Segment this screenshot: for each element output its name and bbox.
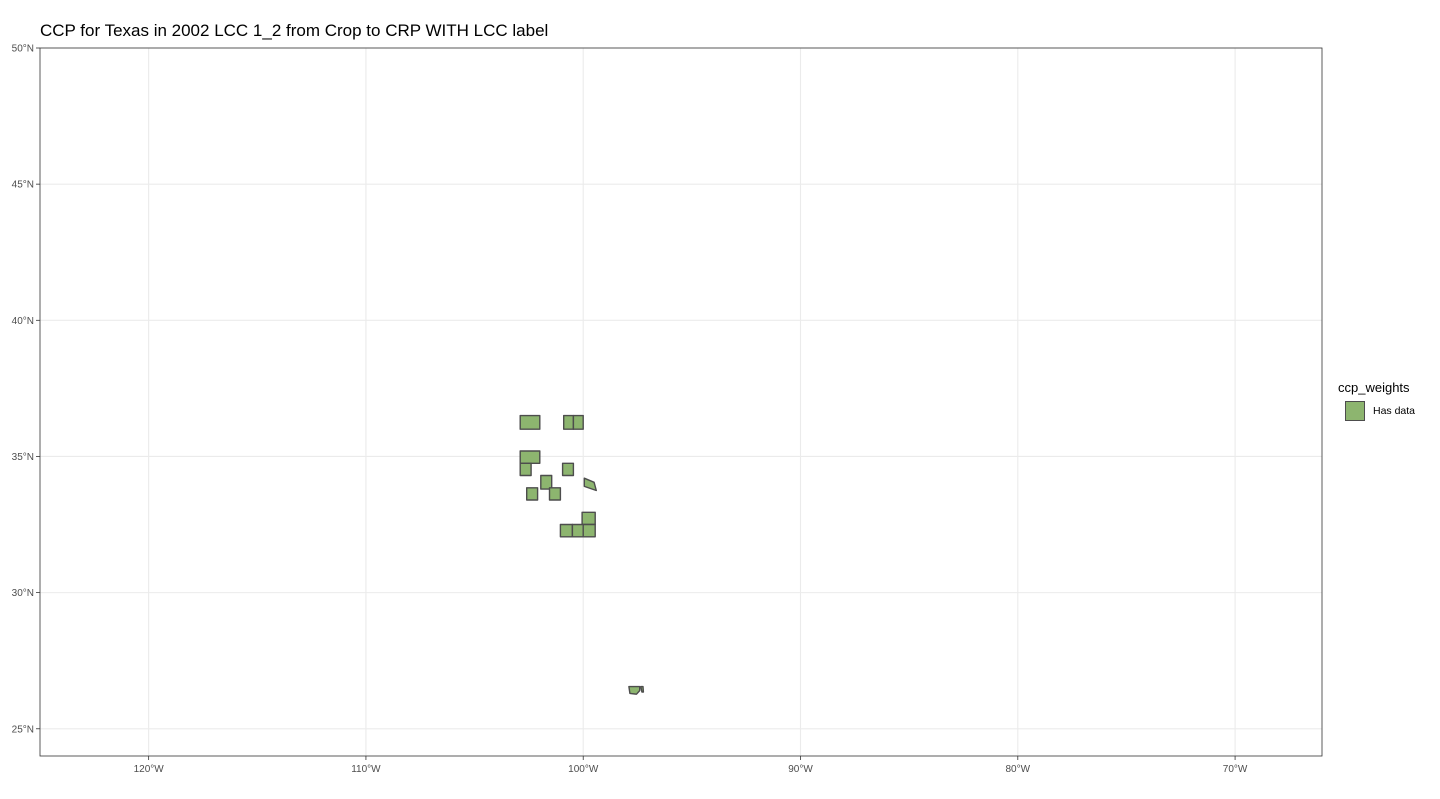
- county-polygon: [548, 487, 562, 501]
- y-tick-label: 25°N: [12, 724, 34, 735]
- county-polygon: [583, 477, 597, 492]
- county-polygon: [526, 487, 539, 501]
- grid-layer: [40, 47, 1322, 756]
- x-tick-label: 110°W: [351, 764, 381, 775]
- county-polygon: [540, 474, 553, 490]
- county-polygon: [563, 414, 575, 430]
- x-tick-label: 80°W: [1006, 764, 1031, 775]
- y-tick-label: 35°N: [12, 452, 34, 463]
- y-tick-label: 30°N: [12, 588, 34, 599]
- county-polygon: [628, 685, 641, 695]
- y-tick-label: 40°N: [12, 316, 34, 327]
- county-polygon: [519, 462, 532, 477]
- chart-title: CCP for Texas in 2002 LCC 1_2 from Crop …: [40, 21, 549, 40]
- county-polygon: [571, 523, 584, 538]
- county-polygon: [561, 462, 575, 477]
- legend-title: ccp_weights: [1338, 380, 1410, 395]
- county-polygon: [581, 511, 596, 526]
- x-tick-label: 100°W: [568, 764, 599, 775]
- county-polygon: [572, 414, 584, 430]
- county-polygon: [519, 450, 541, 464]
- x-tick-label: 90°W: [788, 764, 813, 775]
- legend-swatch: [1345, 401, 1365, 421]
- y-tick-label: 45°N: [12, 180, 34, 191]
- axis-layer: 120°W 110°W 100°W 90°W 80°W 70°W 25°N 30°N 35°N 4…: [12, 44, 1248, 776]
- x-tick-label: 70°W: [1223, 764, 1248, 775]
- county-polygon: [582, 523, 596, 538]
- legend-item-has-data: Has data: [1345, 401, 1415, 421]
- panel-border: [39, 47, 1323, 757]
- county-polygon: [640, 685, 645, 693]
- legend-label: Has data: [1373, 405, 1416, 417]
- county-polygon: [559, 523, 574, 538]
- y-tick-label: 50°N: [12, 44, 34, 55]
- legend: ccp_weights Has data: [1338, 380, 1415, 421]
- county-layer: [519, 414, 645, 695]
- county-polygon: [519, 414, 541, 430]
- x-tick-label: 120°W: [134, 764, 165, 775]
